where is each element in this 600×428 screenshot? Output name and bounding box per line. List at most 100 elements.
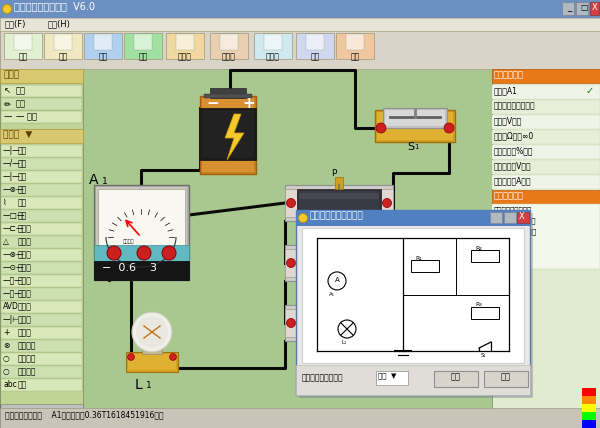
Bar xyxy=(176,34,194,50)
Bar xyxy=(54,34,72,50)
Circle shape xyxy=(136,316,168,348)
Bar xyxy=(299,311,379,335)
Bar xyxy=(492,69,600,83)
Bar xyxy=(0,69,83,83)
Text: R: R xyxy=(327,285,336,298)
Bar xyxy=(210,33,248,59)
Text: 选择: 选择 xyxy=(16,86,26,95)
Circle shape xyxy=(299,214,308,223)
Text: 电压（V）：: 电压（V）： xyxy=(494,116,523,125)
Circle shape xyxy=(128,354,134,360)
Bar xyxy=(1,85,82,97)
Bar xyxy=(14,34,32,50)
Text: 电持: 电持 xyxy=(18,198,27,207)
Text: 保存: 保存 xyxy=(98,52,107,61)
Bar xyxy=(1,379,82,391)
Text: 右侧  ▼: 右侧 ▼ xyxy=(378,372,397,379)
Text: 电流计: 电流计 xyxy=(18,263,32,272)
Bar xyxy=(306,34,324,50)
Text: 名称：A1: 名称：A1 xyxy=(494,86,518,95)
Bar xyxy=(492,145,600,159)
Bar xyxy=(285,309,297,337)
Text: —|⊢: —|⊢ xyxy=(3,315,20,324)
Text: 电压表: 电压表 xyxy=(18,289,32,298)
Text: +: + xyxy=(242,96,255,111)
Circle shape xyxy=(287,199,296,208)
Text: 开关: 开关 xyxy=(18,159,27,168)
Text: —|—: —|— xyxy=(3,146,21,155)
Bar xyxy=(296,210,530,395)
Text: —⒜—: —⒜— xyxy=(3,276,23,285)
Text: 文件(F): 文件(F) xyxy=(5,19,26,28)
Bar xyxy=(1,184,82,196)
Bar xyxy=(1,158,82,170)
Bar xyxy=(381,189,393,217)
Bar xyxy=(0,129,83,143)
Bar xyxy=(1,366,82,378)
Text: 电流表: 电流表 xyxy=(18,276,32,285)
Text: 中学电路虚拟实验室  V6.0: 中学电路虚拟实验室 V6.0 xyxy=(14,1,95,11)
Bar xyxy=(0,31,600,69)
Bar xyxy=(296,365,530,395)
Text: —: — xyxy=(4,112,13,121)
Text: 电阻箱: 电阻箱 xyxy=(18,224,32,233)
Bar xyxy=(1,275,82,287)
Bar xyxy=(381,309,393,337)
Bar xyxy=(1,288,82,300)
Text: 实物图生成简化电路图: 实物图生成简化电路图 xyxy=(310,211,364,220)
Text: 注释: 注释 xyxy=(18,380,27,389)
Text: 提示：电路畅通。    A1实际电流为0.36T1618451916说明: 提示：电路畅通。 A1实际电流为0.36T1618451916说明 xyxy=(5,410,164,419)
Text: −: − xyxy=(206,96,219,111)
Bar xyxy=(492,69,600,428)
Bar xyxy=(0,69,83,129)
Text: AVD: AVD xyxy=(3,302,19,311)
Text: 变阻器: 变阻器 xyxy=(18,237,32,246)
Text: ⌇: ⌇ xyxy=(3,198,7,207)
Bar xyxy=(434,371,478,387)
Bar xyxy=(0,0,600,18)
Text: 电源: 电源 xyxy=(18,146,27,155)
Text: ⊗: ⊗ xyxy=(3,341,10,350)
Bar xyxy=(299,253,379,259)
Text: P: P xyxy=(331,229,337,238)
Text: 电阻测试: 电阻测试 xyxy=(18,354,37,363)
Bar xyxy=(335,297,343,309)
Text: L₁: L₁ xyxy=(341,340,346,345)
Bar xyxy=(385,110,445,126)
Text: 1: 1 xyxy=(414,144,419,150)
Bar xyxy=(1,197,82,209)
Text: 当前元件设置: 当前元件设置 xyxy=(494,70,524,79)
Bar xyxy=(264,34,282,50)
Bar xyxy=(285,245,393,281)
Text: ○: ○ xyxy=(3,354,10,363)
Text: R₂: R₂ xyxy=(475,246,482,251)
Text: 电灯: 电灯 xyxy=(18,185,27,194)
Bar xyxy=(0,129,83,404)
Text: P: P xyxy=(331,169,337,178)
Text: 1: 1 xyxy=(327,224,332,233)
Bar xyxy=(285,185,393,221)
Circle shape xyxy=(376,123,386,133)
Text: 3: 3 xyxy=(327,344,332,353)
Bar xyxy=(590,2,599,15)
Text: —⊙—: —⊙— xyxy=(3,263,25,272)
Bar xyxy=(299,193,379,199)
Polygon shape xyxy=(225,114,244,160)
Bar xyxy=(126,352,178,372)
Bar xyxy=(492,115,600,129)
Bar xyxy=(210,88,246,98)
Text: A₁: A₁ xyxy=(329,292,335,297)
Bar xyxy=(1,98,82,110)
Bar xyxy=(336,33,374,59)
Text: 打开: 打开 xyxy=(58,52,68,61)
Bar xyxy=(471,306,499,318)
Bar xyxy=(492,130,600,144)
Text: 2: 2 xyxy=(327,284,332,293)
Text: 电阻（Ω）：∞0: 电阻（Ω）：∞0 xyxy=(494,131,534,140)
Text: 保存: 保存 xyxy=(501,372,511,381)
Bar xyxy=(202,98,254,172)
Bar xyxy=(335,177,343,189)
Text: ↖: ↖ xyxy=(4,86,11,95)
Text: −  0.6    3: − 0.6 3 xyxy=(102,263,157,273)
Bar xyxy=(383,108,447,128)
